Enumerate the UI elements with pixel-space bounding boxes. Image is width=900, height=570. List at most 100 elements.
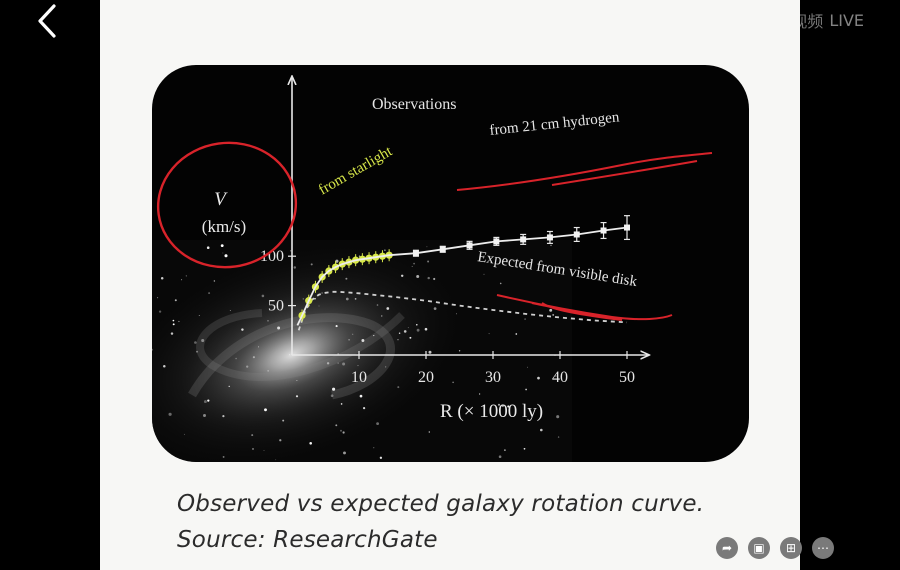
hydrogen-point	[439, 246, 446, 253]
chart-axes	[292, 77, 648, 355]
star	[413, 262, 415, 265]
star	[228, 385, 230, 388]
star	[208, 292, 211, 295]
star	[318, 305, 320, 307]
x-tick-label: 50	[619, 369, 635, 386]
star	[321, 292, 323, 294]
star	[556, 415, 560, 419]
star	[263, 450, 265, 452]
star	[354, 298, 357, 300]
expected-curve	[297, 290, 628, 331]
star	[235, 357, 237, 360]
star	[152, 454, 155, 457]
star	[222, 415, 225, 418]
star	[275, 459, 277, 461]
star	[357, 365, 359, 367]
star	[252, 356, 255, 359]
red-circle-markup	[156, 141, 298, 269]
star	[537, 376, 540, 380]
caption-line-2: Source: ResearchGate	[177, 527, 438, 553]
share-icon[interactable]: ➦	[716, 537, 738, 559]
x-tick-label: 30	[485, 369, 501, 386]
star	[452, 381, 454, 384]
star	[424, 327, 428, 331]
star	[309, 442, 312, 445]
star	[290, 250, 292, 252]
star	[168, 412, 172, 416]
star	[264, 408, 267, 412]
star	[222, 252, 224, 254]
star	[330, 394, 334, 398]
star	[252, 448, 254, 450]
star	[550, 244, 552, 247]
star	[201, 338, 205, 343]
back-arrow-icon[interactable]	[30, 2, 70, 42]
star	[400, 274, 404, 278]
star	[340, 429, 342, 432]
star	[403, 330, 407, 333]
star	[246, 365, 249, 368]
star	[428, 431, 430, 433]
star	[352, 333, 354, 335]
axis-ticks: 10 20 30 40 50 50 100	[260, 248, 635, 386]
star	[296, 379, 298, 382]
star	[302, 298, 304, 300]
star	[427, 276, 430, 280]
expected-line	[297, 290, 628, 331]
star	[458, 350, 461, 352]
star	[207, 399, 210, 402]
star	[397, 386, 400, 389]
star	[279, 439, 282, 442]
red-scribble-upper	[456, 152, 713, 191]
star	[277, 326, 281, 330]
star	[427, 260, 430, 263]
star	[373, 447, 375, 449]
watermark-live: LIVE	[829, 10, 864, 30]
star	[381, 315, 383, 317]
star	[172, 319, 175, 322]
star	[540, 428, 543, 432]
star	[416, 328, 420, 332]
x-axis-label: R (× 1000 ly)	[440, 401, 543, 422]
y-axis-unit: (km/s)	[202, 217, 246, 236]
star	[376, 304, 379, 306]
star	[359, 394, 363, 398]
star	[398, 332, 401, 335]
star	[157, 297, 159, 299]
hydrogen-point	[412, 250, 419, 257]
star	[348, 338, 350, 341]
star	[426, 246, 428, 248]
star	[295, 395, 299, 398]
star	[185, 275, 187, 277]
star	[342, 362, 346, 366]
star	[241, 328, 244, 331]
star	[158, 310, 162, 313]
star	[433, 307, 437, 310]
red-scribble-lower	[496, 294, 673, 321]
hydrogen-point	[546, 234, 553, 241]
star	[220, 244, 224, 248]
x-tick-label: 40	[552, 369, 568, 386]
star	[282, 419, 285, 422]
star	[257, 346, 260, 348]
grid-icon[interactable]: ⊞	[780, 537, 802, 559]
star	[416, 275, 420, 278]
star	[267, 320, 269, 322]
star	[337, 353, 339, 355]
star	[198, 314, 200, 317]
rotation-curve-figure: 10 20 30 40 50 50 100 Observations from 21 cm …	[152, 65, 749, 462]
star	[497, 403, 501, 406]
star	[178, 320, 180, 323]
y-axis-label: V	[214, 189, 228, 210]
caption-line-1: Observed vs expected galaxy rotation cur…	[177, 491, 705, 517]
star	[203, 400, 207, 404]
star	[251, 434, 254, 437]
star	[384, 249, 386, 251]
star	[499, 282, 502, 285]
star	[433, 277, 436, 281]
star	[229, 309, 231, 311]
bag-icon[interactable]: ▣	[748, 537, 770, 559]
star	[488, 333, 490, 335]
star	[386, 307, 390, 310]
more-icon[interactable]: ⋯	[812, 537, 834, 559]
